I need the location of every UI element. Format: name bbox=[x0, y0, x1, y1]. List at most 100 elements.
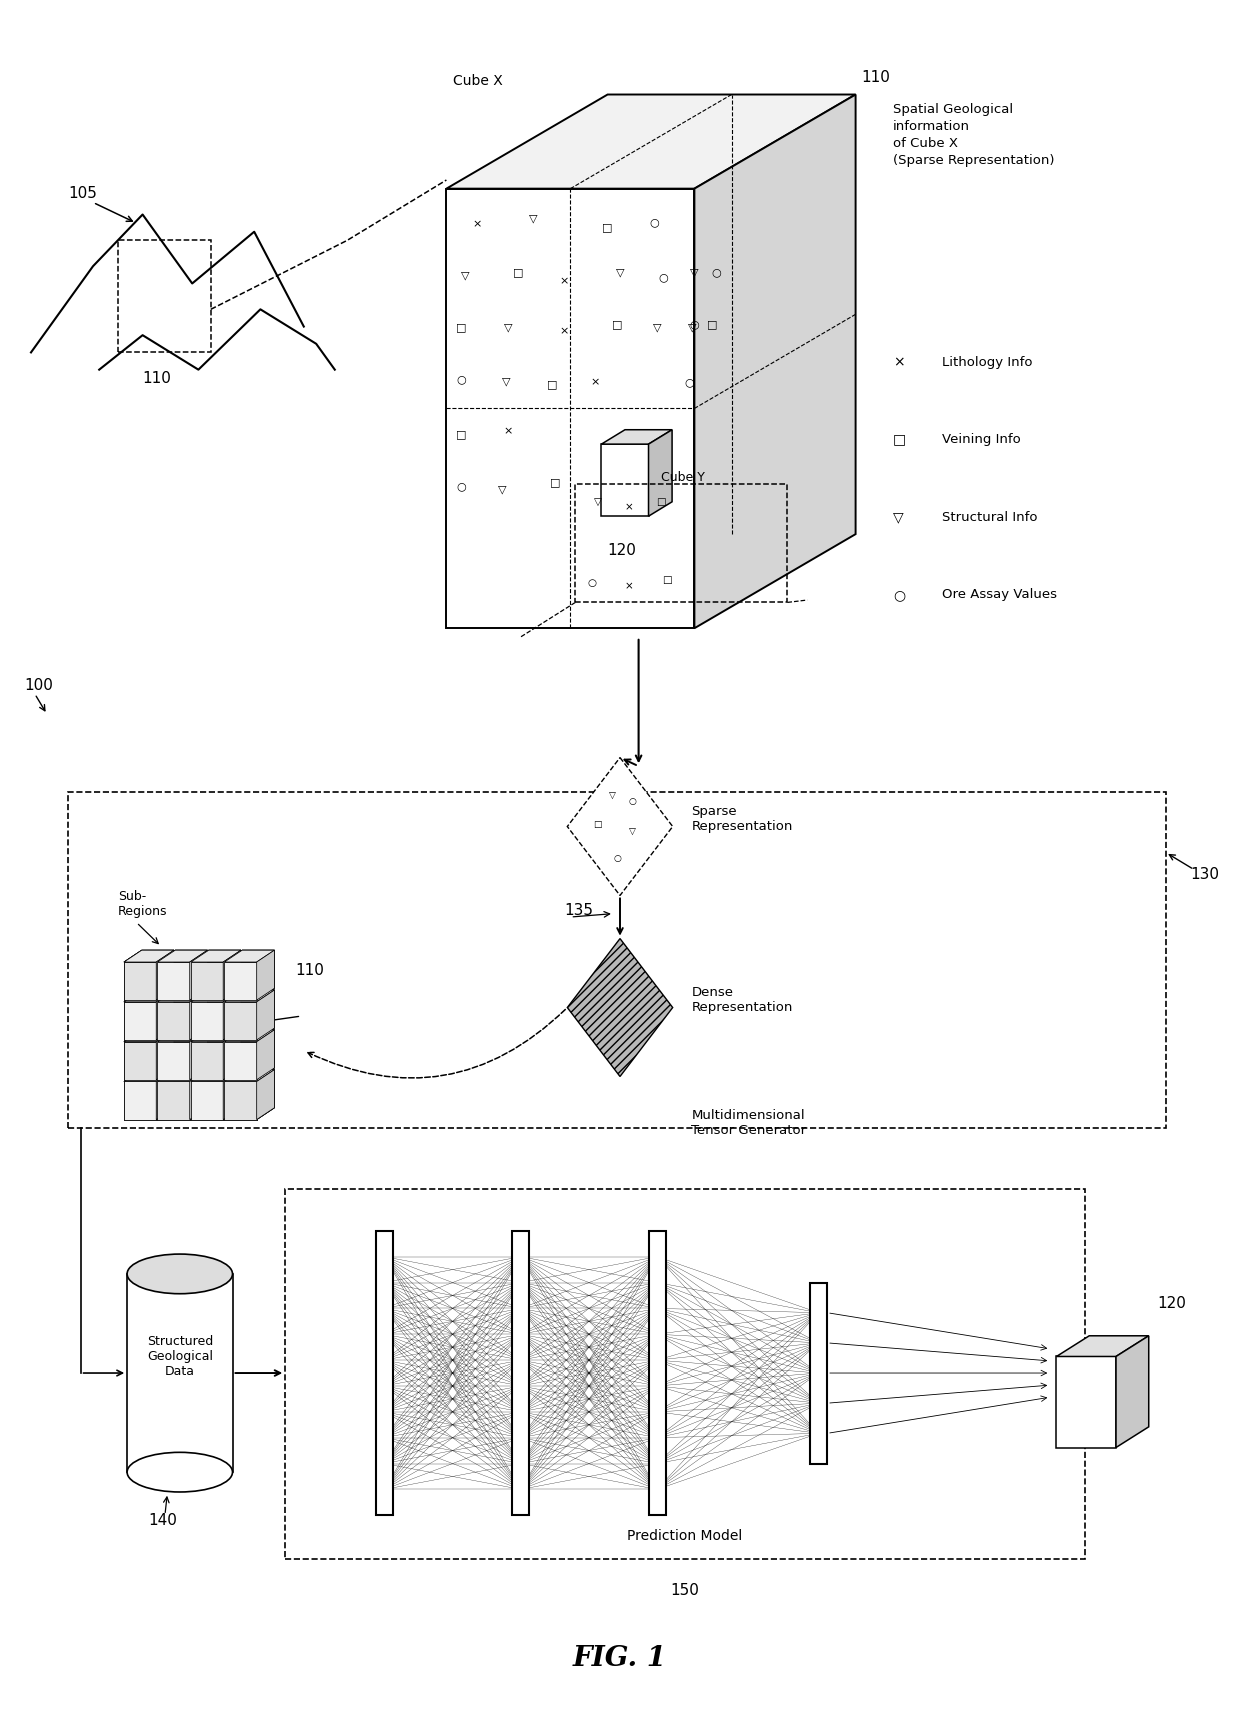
Polygon shape bbox=[191, 1042, 223, 1080]
Polygon shape bbox=[191, 991, 241, 1003]
Polygon shape bbox=[223, 951, 241, 1001]
Text: ×: × bbox=[559, 326, 569, 336]
FancyBboxPatch shape bbox=[512, 1230, 529, 1516]
Polygon shape bbox=[257, 1070, 274, 1120]
Polygon shape bbox=[156, 991, 174, 1041]
Polygon shape bbox=[156, 991, 174, 1041]
Polygon shape bbox=[157, 1042, 190, 1080]
Text: Multidimensional
Tensor Generator: Multidimensional Tensor Generator bbox=[692, 1108, 806, 1135]
Polygon shape bbox=[191, 963, 223, 1001]
Polygon shape bbox=[156, 1030, 174, 1080]
Text: ○: ○ bbox=[456, 374, 466, 384]
Polygon shape bbox=[224, 1003, 257, 1041]
Polygon shape bbox=[157, 1070, 207, 1082]
Text: ○: ○ bbox=[684, 377, 694, 388]
Text: ○: ○ bbox=[689, 319, 699, 329]
Polygon shape bbox=[223, 1070, 241, 1120]
Polygon shape bbox=[124, 991, 174, 1003]
Polygon shape bbox=[191, 963, 223, 1001]
Text: Spatial Geological
information
of Cube X
(Sparse Representation): Spatial Geological information of Cube X… bbox=[893, 103, 1054, 167]
Polygon shape bbox=[224, 991, 274, 1003]
Polygon shape bbox=[157, 1003, 190, 1041]
Text: 110: 110 bbox=[143, 370, 171, 386]
Text: Cube X: Cube X bbox=[453, 74, 502, 88]
Text: □: □ bbox=[456, 322, 466, 333]
Polygon shape bbox=[257, 1070, 274, 1120]
Polygon shape bbox=[156, 1070, 174, 1120]
Polygon shape bbox=[191, 1003, 223, 1041]
Polygon shape bbox=[1056, 1335, 1148, 1356]
Polygon shape bbox=[124, 1070, 174, 1082]
Polygon shape bbox=[124, 963, 156, 1001]
Text: ○: ○ bbox=[588, 577, 596, 588]
Polygon shape bbox=[191, 991, 241, 1003]
Polygon shape bbox=[191, 1042, 223, 1080]
Text: ○: ○ bbox=[658, 272, 668, 283]
Text: ○: ○ bbox=[893, 588, 905, 601]
Polygon shape bbox=[157, 951, 207, 963]
Polygon shape bbox=[223, 1030, 241, 1080]
Polygon shape bbox=[190, 991, 207, 1041]
Text: ○: ○ bbox=[614, 853, 621, 863]
Polygon shape bbox=[223, 991, 241, 1041]
Polygon shape bbox=[157, 1042, 190, 1080]
Polygon shape bbox=[223, 1070, 241, 1120]
Polygon shape bbox=[649, 431, 672, 517]
Polygon shape bbox=[223, 951, 241, 1001]
Polygon shape bbox=[157, 1082, 190, 1120]
Text: ×: × bbox=[590, 377, 600, 388]
Polygon shape bbox=[191, 1003, 223, 1041]
FancyBboxPatch shape bbox=[649, 1230, 666, 1516]
Polygon shape bbox=[190, 1030, 207, 1080]
Text: Sub-
Regions: Sub- Regions bbox=[118, 889, 167, 918]
Polygon shape bbox=[257, 1030, 274, 1080]
Polygon shape bbox=[191, 1070, 241, 1082]
Polygon shape bbox=[191, 1082, 223, 1120]
Polygon shape bbox=[156, 1030, 174, 1080]
Polygon shape bbox=[191, 951, 241, 963]
Polygon shape bbox=[191, 963, 223, 1001]
Polygon shape bbox=[124, 1082, 156, 1120]
Polygon shape bbox=[446, 95, 856, 190]
Polygon shape bbox=[191, 1070, 241, 1082]
Polygon shape bbox=[224, 963, 257, 1001]
Polygon shape bbox=[224, 1042, 257, 1080]
Polygon shape bbox=[224, 991, 274, 1003]
Polygon shape bbox=[446, 190, 694, 629]
Text: ○: ○ bbox=[629, 796, 636, 806]
Polygon shape bbox=[257, 951, 274, 1001]
Polygon shape bbox=[157, 1030, 207, 1042]
Polygon shape bbox=[224, 1070, 274, 1082]
FancyBboxPatch shape bbox=[126, 1275, 233, 1471]
Text: FIG. 1: FIG. 1 bbox=[573, 1644, 667, 1671]
Polygon shape bbox=[157, 1030, 207, 1042]
Polygon shape bbox=[191, 1003, 223, 1041]
Text: 130: 130 bbox=[1190, 867, 1219, 882]
Polygon shape bbox=[224, 951, 274, 963]
Polygon shape bbox=[257, 951, 274, 1001]
Polygon shape bbox=[224, 1042, 257, 1080]
Polygon shape bbox=[124, 1070, 174, 1082]
Text: ▽: ▽ bbox=[629, 827, 636, 837]
Text: ×: × bbox=[893, 355, 904, 369]
Polygon shape bbox=[156, 951, 174, 1001]
Polygon shape bbox=[124, 951, 174, 963]
Polygon shape bbox=[156, 991, 174, 1041]
Polygon shape bbox=[257, 1030, 274, 1080]
Polygon shape bbox=[190, 951, 207, 1001]
Polygon shape bbox=[224, 1070, 274, 1082]
Text: ×: × bbox=[559, 276, 569, 286]
Polygon shape bbox=[191, 951, 241, 963]
Text: ▽: ▽ bbox=[616, 267, 624, 277]
Text: □: □ bbox=[547, 379, 557, 389]
Polygon shape bbox=[124, 1042, 156, 1080]
Polygon shape bbox=[224, 1042, 257, 1080]
Polygon shape bbox=[157, 1003, 190, 1041]
Polygon shape bbox=[157, 991, 207, 1003]
Polygon shape bbox=[191, 1030, 241, 1042]
Polygon shape bbox=[601, 445, 649, 517]
Text: ×: × bbox=[625, 503, 634, 512]
Text: Ore Assay Values: Ore Assay Values bbox=[942, 588, 1058, 601]
FancyBboxPatch shape bbox=[810, 1282, 827, 1463]
Polygon shape bbox=[224, 991, 274, 1003]
